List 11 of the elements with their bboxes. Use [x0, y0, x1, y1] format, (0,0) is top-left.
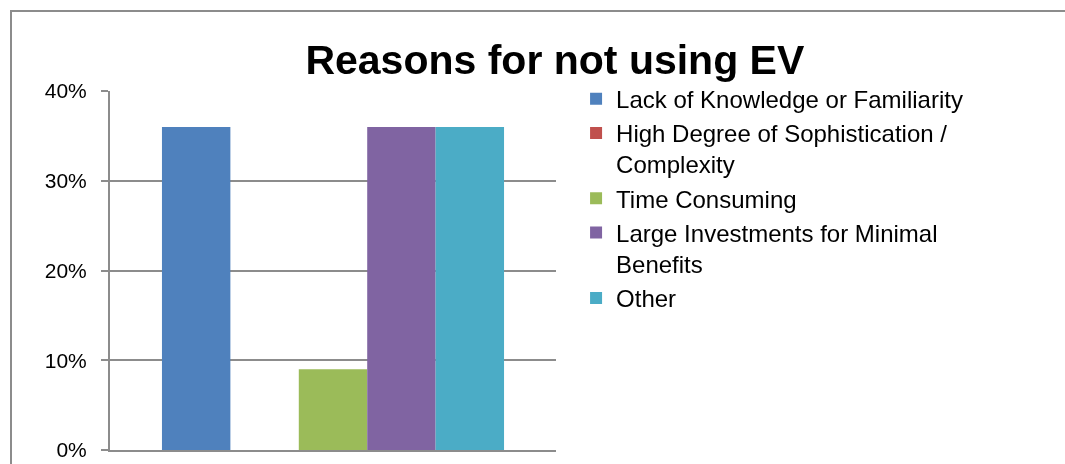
legend-label: Large Investments for Minimal Benefits — [616, 219, 938, 279]
y-tick-label: 20% — [44, 258, 87, 282]
legend-label: High Degree of Sophistication / Complexity — [616, 120, 948, 179]
y-tick-label: 40% — [44, 79, 87, 103]
chart-title: Reasons for not using EV — [305, 37, 805, 84]
y-tick-label: 10% — [44, 348, 87, 372]
legend-label: Time Consuming — [616, 185, 797, 213]
legend-label: Lack of Knowledge or Familiarity — [616, 86, 963, 114]
y-tick-label: 0% — [56, 438, 87, 462]
y-tick-label: 30% — [44, 169, 87, 193]
legend-label: Other — [616, 285, 677, 313]
